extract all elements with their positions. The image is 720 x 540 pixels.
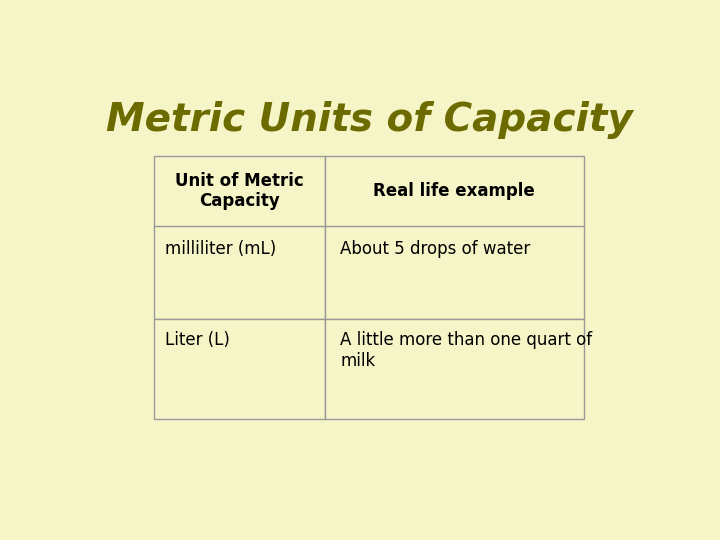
Bar [154, 319, 325, 419]
Text: Metric Units of Capacity: Metric Units of Capacity [106, 101, 632, 139]
Text: Real life example: Real life example [374, 182, 535, 200]
Text: Unit of Metric
Capacity: Unit of Metric Capacity [175, 172, 304, 211]
Text: milliliter (mL): milliliter (mL) [165, 240, 276, 258]
Text: A little more than one quart of
milk: A little more than one quart of milk [341, 331, 593, 370]
Text: About 5 drops of water: About 5 drops of water [341, 240, 531, 258]
Bar [325, 226, 584, 319]
Bar [154, 226, 325, 319]
Bar [325, 156, 584, 226]
Text: Liter (L): Liter (L) [165, 331, 230, 349]
Bar [154, 156, 325, 226]
Bar [325, 319, 584, 419]
